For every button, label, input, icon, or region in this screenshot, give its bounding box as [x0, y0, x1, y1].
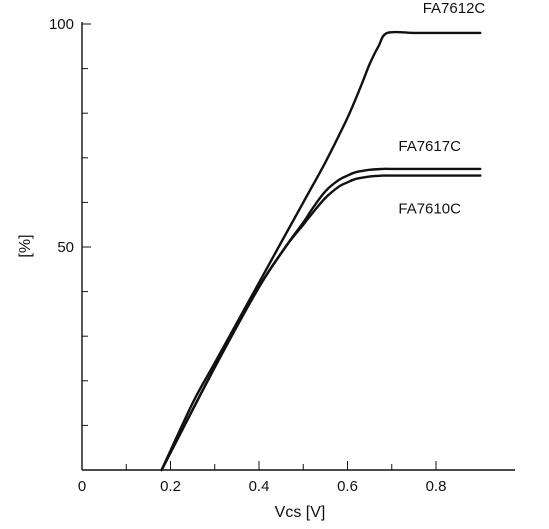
- series-line-fa7610c: [160, 174, 482, 472]
- series-label: FA7610C: [398, 201, 461, 218]
- ticks: [82, 23, 437, 470]
- y-tick-label: 100: [49, 16, 74, 33]
- series-label: FA7612C: [423, 0, 486, 17]
- x-tick-label: 0: [78, 478, 86, 495]
- x-tick-label: 0.4: [249, 478, 270, 495]
- curves: [160, 30, 482, 472]
- series-line-fa7612c: [160, 30, 482, 472]
- x-tick-label: 0.8: [426, 478, 447, 495]
- y-tick-label: 50: [57, 239, 74, 256]
- x-tick-label: 0.6: [337, 478, 358, 495]
- series-label: FA7617C: [398, 138, 461, 155]
- x-tick-label: 0.2: [160, 478, 181, 495]
- tick-labels: 50 100 0 0.2 0.4 0.6 0.8: [49, 16, 446, 495]
- x-axis-label: Vcs [V]: [275, 504, 326, 521]
- y-axis-label: [%]: [17, 234, 34, 257]
- series-labels: FA7612C FA7617C FA7610C: [398, 0, 485, 218]
